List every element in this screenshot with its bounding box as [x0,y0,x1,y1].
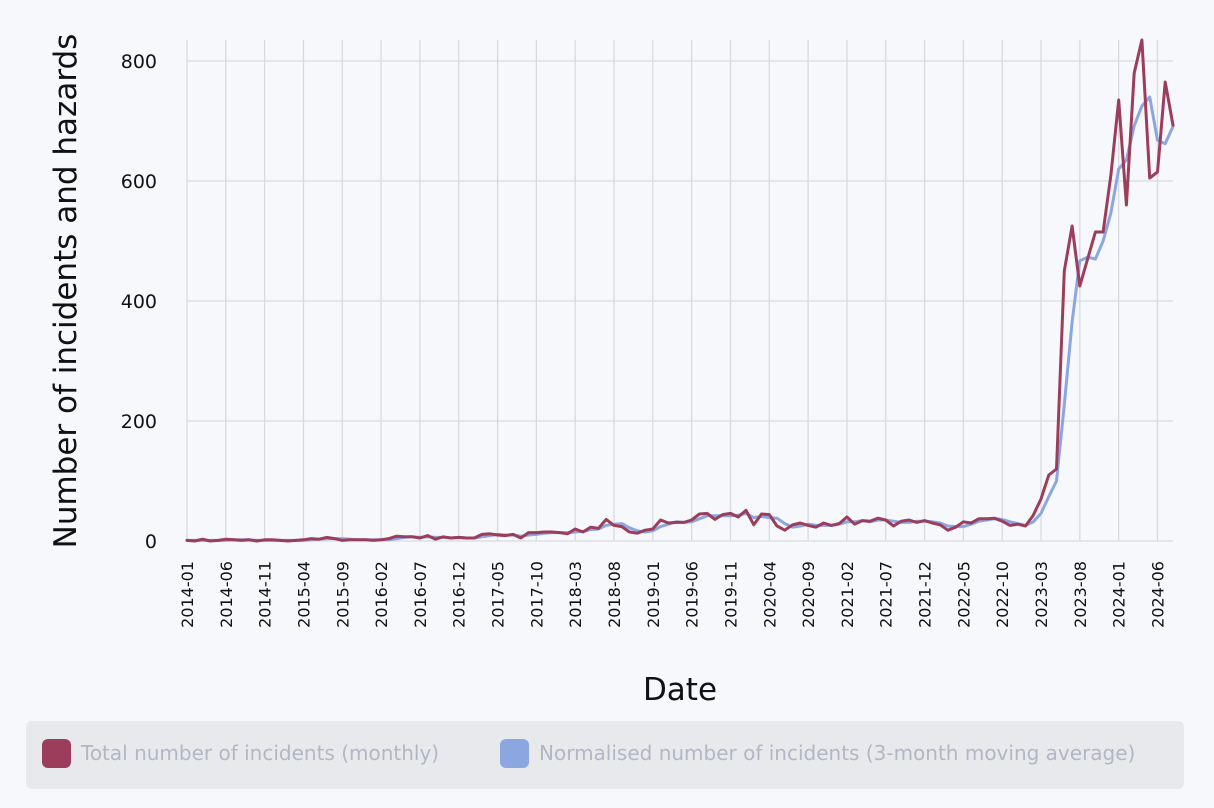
x-tick-label: 2021-02 [838,561,857,628]
x-tick-label: 2018-03 [566,561,585,628]
legend-swatch-monthly [42,738,71,768]
x-tick-label: 2015-04 [294,561,313,628]
x-tick-label: 2015-09 [333,561,352,628]
x-tick-label: 2019-06 [683,561,702,628]
x-tick-label: 2023-08 [1071,561,1090,628]
x-tick-label: 2019-11 [721,561,740,628]
legend-label-monthly: Total number of incidents (monthly) [81,741,440,765]
x-tick-label: 2016-02 [372,561,391,628]
series-layer [185,38,1175,543]
y-tick-label: 800 [121,51,157,73]
series-line-moving-average [185,95,1175,542]
x-tick-label: 2014-11 [256,561,275,628]
x-tick-label: 2017-10 [527,561,546,628]
x-tick-label: 2016-07 [411,561,430,628]
legend-swatch-moving-average [500,738,529,768]
x-tick-label: 2022-10 [993,561,1012,628]
x-axis-title: Date [643,672,717,708]
x-tick-label: 2024-06 [1148,561,1167,628]
grid [186,40,1173,542]
y-tick-label: 200 [121,411,157,433]
x-tick-label: 2020-04 [760,561,779,628]
x-tick-label: 2014-01 [178,561,197,628]
line-chart: 0 200 400 600 800 2014-01 2014-06 2014-11 2015-… [48,34,1175,708]
x-tick-label: 2020-09 [799,561,818,628]
legend-item-monthly[interactable]: Total number of incidents (monthly) [42,737,439,769]
x-tick-label: 2022-05 [954,561,973,628]
x-tick-label: 2018-08 [605,561,624,628]
legend: Total number of incidents (monthly) Norm… [26,721,1184,789]
x-tick-label: 2023-03 [1032,561,1051,628]
y-axis-title: Number of incidents and hazards [48,34,84,549]
x-tick-label: 2019-01 [644,561,663,628]
x-axis-ticks: 2014-01 2014-06 2014-11 2015-04 2015-09 2016-… [178,561,1167,628]
x-tick-label: 2021-07 [877,561,896,628]
y-axis-ticks: 0 200 400 600 800 [121,51,157,553]
y-tick-label: 0 [145,531,157,553]
series-line-monthly [185,38,1175,543]
x-tick-label: 2016-12 [450,561,469,628]
x-tick-label: 2021-12 [916,561,935,628]
x-tick-label: 2017-05 [489,561,508,628]
y-tick-label: 400 [121,291,157,313]
y-tick-label: 600 [121,171,157,193]
legend-label-moving-average: Normalised number of incidents (3-month … [539,741,1136,765]
x-tick-label: 2014-06 [217,561,236,628]
x-tick-label: 2024-01 [1110,561,1129,628]
legend-item-moving-average[interactable]: Normalised number of incidents (3-month … [500,737,1135,769]
